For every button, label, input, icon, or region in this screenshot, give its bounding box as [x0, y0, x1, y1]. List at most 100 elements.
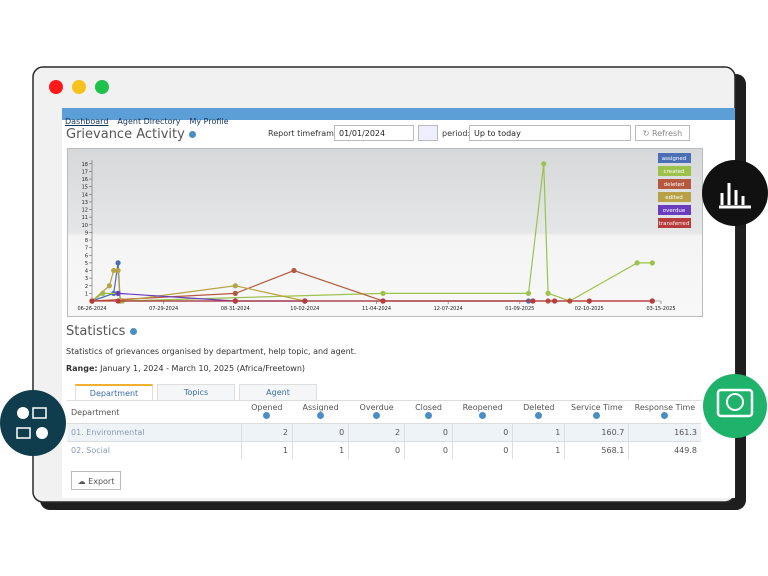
- y-tick-label: 8: [85, 238, 88, 244]
- column-header: Overdue: [349, 401, 405, 424]
- y-tick-label: 7: [85, 246, 88, 252]
- data-point: [530, 298, 536, 304]
- table-cell: 1: [291, 441, 349, 459]
- stats-description: Statistics of grievances organised by de…: [66, 347, 357, 356]
- refresh-label: Refresh: [652, 129, 683, 138]
- legend-swatch: [658, 218, 691, 228]
- timeframe-label: Report timeframe:: [268, 129, 342, 138]
- data-point: [115, 267, 121, 274]
- data-point: [380, 298, 386, 304]
- help-icon: [593, 412, 601, 419]
- help-icon: [661, 412, 669, 419]
- legend-label: transferred: [659, 221, 690, 227]
- y-tick-label: 13: [82, 200, 88, 206]
- table-wrap: Department Opened Assigned Overdue Closed Reo…: [67, 400, 701, 497]
- data-point: [115, 298, 121, 304]
- table-cell: 2: [348, 423, 405, 442]
- data-point: [649, 298, 655, 304]
- y-tick-label: 5: [85, 261, 88, 267]
- y-tick-label: 3: [85, 276, 88, 282]
- timeframe-input[interactable]: 01/01/2024: [334, 125, 414, 141]
- legend-swatch: [658, 205, 691, 215]
- y-tick-label: 10: [82, 223, 88, 229]
- table-cell: 1: [240, 441, 293, 459]
- column-label: Service Time: [570, 403, 623, 412]
- table-cell: 1: [512, 441, 565, 459]
- column-header: Response Time: [629, 401, 701, 424]
- legend-label: deleted: [664, 182, 685, 188]
- stats-heading: Statistics: [66, 324, 137, 339]
- table-cell: 0: [452, 441, 513, 459]
- table-cell: 01. Environmental: [71, 428, 145, 437]
- column-header: Department: [67, 401, 241, 424]
- data-point: [111, 267, 117, 274]
- page-title: Grievance Activity: [66, 127, 196, 142]
- table-cell: 0: [404, 423, 453, 442]
- period-label: period:: [442, 129, 471, 138]
- data-point: [232, 290, 238, 296]
- nav-link[interactable]: My Profile: [189, 117, 229, 126]
- calendar-button[interactable]: [418, 125, 438, 141]
- data-point: [89, 298, 95, 304]
- data-point: [291, 267, 297, 274]
- data-point: [380, 290, 386, 296]
- column-label: Response Time: [634, 403, 696, 412]
- legend-label: overdue: [663, 208, 686, 214]
- column-header: Closed: [405, 401, 453, 424]
- data-point: [545, 290, 551, 296]
- x-tick-label: 06-26-2024: [77, 306, 106, 312]
- export-button[interactable]: ☁ Export: [71, 471, 121, 490]
- data-point: [302, 298, 308, 304]
- column-header: Reopened: [453, 401, 513, 424]
- x-tick-label: 12-07-2024: [434, 306, 463, 312]
- table-cell: 568.1: [564, 441, 629, 459]
- x-tick-label: 02-10-2025: [575, 306, 604, 312]
- data-point: [586, 298, 592, 304]
- help-icon: [535, 412, 543, 419]
- column-label: Overdue: [359, 403, 394, 412]
- column-header: Deleted: [513, 401, 565, 424]
- y-tick-label: 4: [85, 269, 88, 275]
- table-cell: 0: [404, 441, 453, 459]
- data-point: [634, 260, 640, 266]
- table: Department Opened Assigned Overdue Closed Reo…: [67, 401, 701, 459]
- table-cell: 0: [348, 441, 405, 459]
- x-tick-label: 07-29-2024: [149, 306, 178, 312]
- export-label: Export: [88, 477, 115, 486]
- data-point: [115, 290, 121, 296]
- y-tick-label: 15: [82, 185, 88, 191]
- refresh-button[interactable]: ↻ Refresh: [635, 125, 690, 141]
- legend-label: assigned: [662, 156, 686, 162]
- data-point: [649, 260, 655, 266]
- y-tick-label: 14: [82, 192, 88, 198]
- data-point: [541, 161, 547, 167]
- data-point: [525, 290, 532, 296]
- column-header: Opened: [241, 401, 292, 424]
- column-header: Assigned: [292, 401, 348, 424]
- column-label: Assigned: [302, 403, 339, 412]
- column-label: Opened: [251, 403, 283, 412]
- y-tick-label: 6: [85, 253, 88, 259]
- table-cell: 0: [452, 423, 513, 442]
- y-tick-label: 12: [82, 208, 88, 214]
- nav-link[interactable]: Dashboard: [65, 117, 109, 126]
- help-icon: [317, 412, 325, 419]
- table-cell: 1: [512, 423, 565, 442]
- y-tick-label: 1: [85, 291, 88, 297]
- column-label: Reopened: [462, 403, 503, 412]
- range-label: Range:: [66, 364, 98, 373]
- nav-link[interactable]: Agent Directory: [117, 117, 181, 126]
- tab[interactable]: Department: [75, 384, 153, 401]
- legend-label: edited: [665, 195, 682, 201]
- title: Grievance Activity: [66, 127, 185, 142]
- column-label: Department: [71, 407, 120, 417]
- tab[interactable]: Topics: [157, 384, 235, 401]
- legend-swatch: [658, 166, 691, 176]
- x-tick-label: 01-09-2025: [505, 306, 534, 312]
- legend-swatch: [658, 192, 691, 202]
- period-select[interactable]: Up to today: [469, 125, 631, 141]
- table-cell: 449.8: [628, 441, 701, 459]
- tab[interactable]: Agent: [239, 384, 317, 401]
